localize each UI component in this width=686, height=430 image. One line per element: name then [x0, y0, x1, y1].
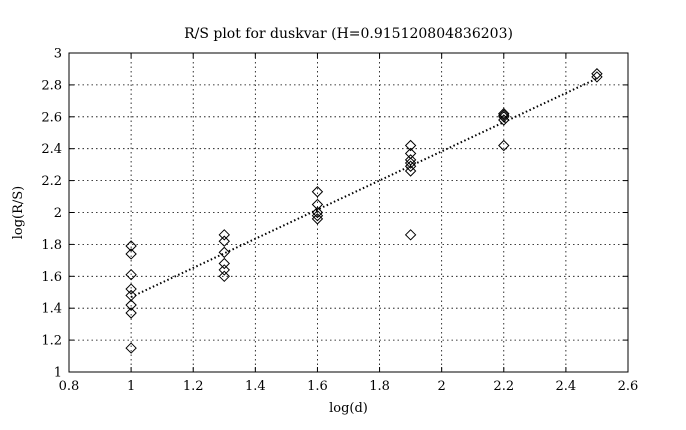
x-tick-label: 1.2 [183, 379, 204, 394]
data-points [125, 68, 603, 354]
y-tick-label: 1.2 [41, 334, 62, 349]
x-tick-label: 2.4 [556, 379, 577, 394]
data-point-diamond [498, 109, 510, 121]
data-point-diamond [311, 206, 324, 219]
x-tick-label: 1.6 [307, 379, 328, 394]
y-tick-label: 1 [54, 366, 62, 381]
y-tick-label: 2 [54, 206, 62, 221]
data-point-diamond [498, 139, 510, 152]
fit-line-group [130, 77, 598, 298]
x-tick-label: 0.8 [59, 379, 80, 394]
data-point-diamond [218, 235, 230, 247]
y-tick-label: 2.8 [41, 78, 62, 93]
data-point-diamond [404, 165, 417, 177]
y-tick-label: 1.4 [41, 302, 62, 317]
data-point-diamond [218, 264, 230, 276]
data-point-diamond [218, 229, 230, 241]
data-point-diamond [125, 307, 137, 319]
y-tick-label: 1.6 [41, 270, 62, 285]
data-point-diamond [218, 257, 230, 270]
data-point-diamond [591, 68, 603, 80]
data-point-diamond [125, 289, 137, 302]
data-point-diamond [125, 283, 137, 295]
data-point-diamond [218, 246, 230, 259]
data-point-diamond [125, 240, 137, 252]
y-axis-title: log(R/S) [11, 186, 26, 240]
chart-title: R/S plot for duskvar (H=0.91512080483620… [184, 26, 513, 42]
data-point-diamond [404, 139, 417, 152]
y-tick-label: 2.6 [41, 110, 62, 125]
data-point-diamond [125, 268, 137, 281]
axis-ticks: 0.8 1 1.2 1.4 1.6 1.8 2 2.2 2.4 2.611.21.41.61.82… [41, 47, 638, 395]
data-point-diamond [125, 342, 137, 354]
x-tick-label: 1.8 [369, 379, 390, 394]
fit-line [130, 77, 598, 298]
data-point-diamond [218, 270, 230, 283]
data-point-diamond [404, 229, 417, 241]
data-point-diamond [125, 299, 137, 311]
grid [69, 53, 628, 372]
y-tick-label: 2.2 [41, 174, 62, 189]
data-point-diamond [311, 198, 324, 211]
y-tick-label: 2.4 [41, 142, 62, 157]
x-tick-label: 2 [438, 379, 446, 394]
data-point-diamond [311, 186, 324, 198]
data-point-diamond [404, 154, 417, 166]
x-axis-title: log(d) [329, 401, 368, 416]
x-tick-label: 1 [127, 379, 135, 394]
data-point-diamond [591, 71, 603, 83]
data-point-diamond [498, 107, 510, 120]
x-tick-label: 2.6 [618, 379, 639, 394]
data-point-diamond [404, 147, 417, 160]
y-tick-label: 3 [54, 47, 62, 62]
data-point-diamond [125, 248, 137, 260]
y-tick-label: 1.8 [41, 238, 62, 253]
x-tick-label: 2.2 [493, 379, 514, 394]
x-tick-label: 1.4 [245, 379, 266, 394]
